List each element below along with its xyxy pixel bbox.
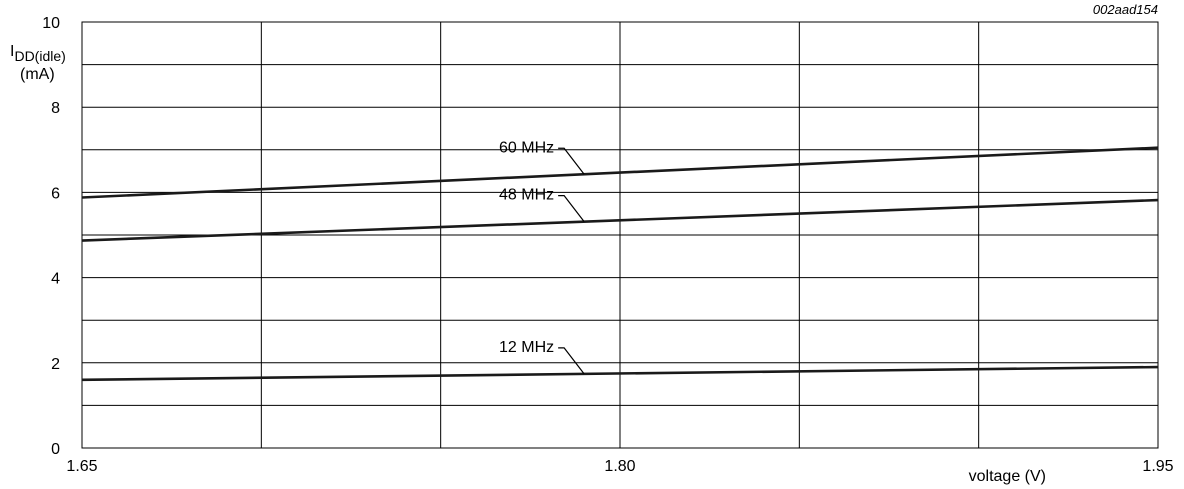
y-tick-label: 0: [51, 441, 60, 458]
figure-code: 002aad154: [1093, 2, 1158, 17]
y-tick-label: 6: [51, 185, 60, 202]
plot-frame: [81, 21, 1159, 449]
series-label-leader: [558, 195, 585, 223]
series-lines: [81, 146, 1159, 382]
y-axis-ticks: 0 2 4 6 8 10: [42, 15, 60, 458]
series-line-48-mhz: [81, 198, 1159, 242]
x-axis-ticks: 1.65 1.80 1.95: [66, 458, 1173, 475]
series-line-60-mhz: [81, 146, 1159, 199]
x-tick-label: 1.80: [604, 458, 635, 475]
y-tick-label: 2: [51, 356, 60, 373]
x-tick-label: 1.65: [66, 458, 97, 475]
y-axis-unit: (mA): [20, 66, 55, 83]
y-tick-label: 8: [51, 100, 60, 117]
x-tick-label: 1.95: [1142, 458, 1173, 475]
y-tick-label: 4: [51, 271, 60, 288]
series-label: 60 MHz: [499, 139, 554, 156]
series-label-leader: [558, 347, 585, 375]
series-label: 48 MHz: [499, 187, 554, 204]
series-labels: 60 MHz 48 MHz 12 MHz: [499, 139, 585, 375]
series-label-leader: [558, 147, 585, 175]
y-axis-label: IDD(idle): [10, 43, 66, 64]
series-label: 12 MHz: [499, 339, 554, 356]
x-axis-label: voltage (V): [969, 468, 1046, 485]
plot-grid: [82, 22, 1158, 448]
series-line-12-mhz: [81, 365, 1159, 382]
y-tick-label: 10: [42, 15, 60, 32]
